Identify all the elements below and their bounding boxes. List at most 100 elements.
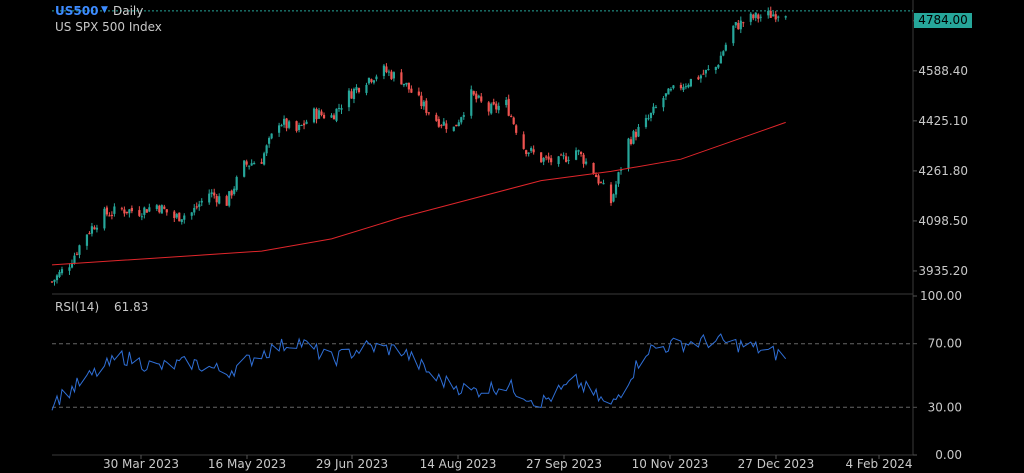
- candle-body: [78, 245, 81, 255]
- candle-body: [759, 16, 762, 18]
- candle-body: [452, 126, 455, 131]
- candle-body: [407, 82, 410, 90]
- candle-body: [470, 89, 473, 116]
- candle-body: [777, 16, 780, 18]
- chevron-down-icon[interactable]: ▼: [101, 5, 108, 15]
- candle-body: [697, 77, 700, 80]
- price-tick-label: 3935.20: [918, 264, 968, 278]
- candle-body: [562, 155, 565, 157]
- candle-body: [445, 123, 448, 130]
- candle-body: [784, 16, 787, 18]
- x-tick-label: 14 Aug 2023: [420, 457, 497, 471]
- candle-body: [250, 163, 253, 166]
- candle-body: [427, 112, 430, 114]
- candle-body: [75, 253, 79, 255]
- candle-body: [619, 169, 623, 171]
- candle-body: [337, 107, 341, 109]
- candle-body: [225, 196, 228, 206]
- candle-body: [332, 115, 336, 120]
- candle-body: [90, 226, 94, 234]
- timeframe-label[interactable]: Daily: [113, 4, 144, 18]
- candle-body: [614, 184, 618, 195]
- x-tick-label: 10 Nov 2023: [632, 457, 709, 471]
- candle-body: [425, 100, 428, 113]
- candle-body: [749, 13, 752, 22]
- candle-body: [105, 207, 109, 215]
- candle-body: [687, 84, 690, 88]
- candle-body: [669, 89, 673, 91]
- candle-body: [302, 123, 306, 126]
- candle-body: [707, 69, 710, 71]
- candle-body: [420, 95, 423, 107]
- rsi-label: RSI(14): [55, 300, 100, 314]
- candle-body: [774, 14, 777, 20]
- candle-body: [315, 109, 318, 120]
- candle-body: [462, 115, 465, 117]
- candle-body: [530, 148, 533, 151]
- candle-body: [417, 91, 420, 96]
- candle-body: [495, 103, 498, 110]
- candle-body: [732, 25, 735, 44]
- candle-body: [405, 82, 408, 85]
- candle-body: [282, 118, 286, 125]
- candle-body: [160, 205, 163, 214]
- candle-body: [180, 219, 183, 222]
- candle-body: [367, 77, 371, 84]
- x-tick-label: 30 Mar 2023: [103, 457, 179, 471]
- candle-body: [512, 117, 515, 125]
- candle-body: [460, 117, 463, 123]
- candle-body: [175, 214, 178, 218]
- candle-body: [215, 195, 218, 203]
- candle-body: [357, 88, 361, 93]
- candle-body: [95, 227, 99, 230]
- candle-body: [507, 98, 510, 116]
- candle-body: [73, 255, 76, 264]
- candle-body: [654, 106, 658, 108]
- candle-body: [335, 108, 338, 121]
- candle-body: [769, 10, 772, 18]
- candle-body: [58, 271, 61, 277]
- moving-average-line: [51, 121, 786, 266]
- candle-body: [213, 192, 216, 196]
- candle-body: [487, 102, 490, 112]
- candle-body: [253, 162, 256, 165]
- candle-body: [515, 125, 518, 133]
- candle-body: [547, 156, 550, 160]
- candle-body: [612, 194, 615, 202]
- candle-body: [138, 210, 141, 216]
- candle-body: [70, 263, 74, 268]
- candle-body: [754, 12, 757, 18]
- candle-body: [634, 131, 638, 138]
- candle-body: [208, 193, 211, 203]
- symbol-selector[interactable]: US500: [55, 4, 99, 18]
- candle-body: [352, 88, 356, 100]
- candle-body: [689, 78, 692, 87]
- candle-body: [442, 121, 445, 126]
- candle-body: [602, 183, 605, 185]
- candle-body: [372, 80, 376, 83]
- candle-body: [702, 73, 705, 75]
- candle-body: [757, 14, 760, 19]
- candle-body: [297, 124, 301, 131]
- price-tick-label: 4588.40: [918, 64, 968, 78]
- candle-body: [455, 124, 458, 127]
- candle-body: [717, 64, 720, 68]
- candle-body: [60, 269, 64, 274]
- candle-body: [724, 44, 727, 51]
- candle-body: [355, 87, 358, 91]
- candle-body: [682, 87, 685, 90]
- candle-body: [385, 66, 388, 73]
- candle-body: [410, 88, 413, 93]
- candle-body: [165, 209, 168, 213]
- candle-body: [382, 65, 386, 76]
- candle-body: [435, 114, 438, 121]
- candle-body: [305, 121, 308, 124]
- candle-body: [714, 67, 717, 71]
- candle-body: [300, 125, 303, 127]
- candle-body: [627, 138, 630, 169]
- candle-body: [190, 212, 193, 216]
- candle-body: [183, 215, 186, 220]
- candle-body: [440, 125, 443, 127]
